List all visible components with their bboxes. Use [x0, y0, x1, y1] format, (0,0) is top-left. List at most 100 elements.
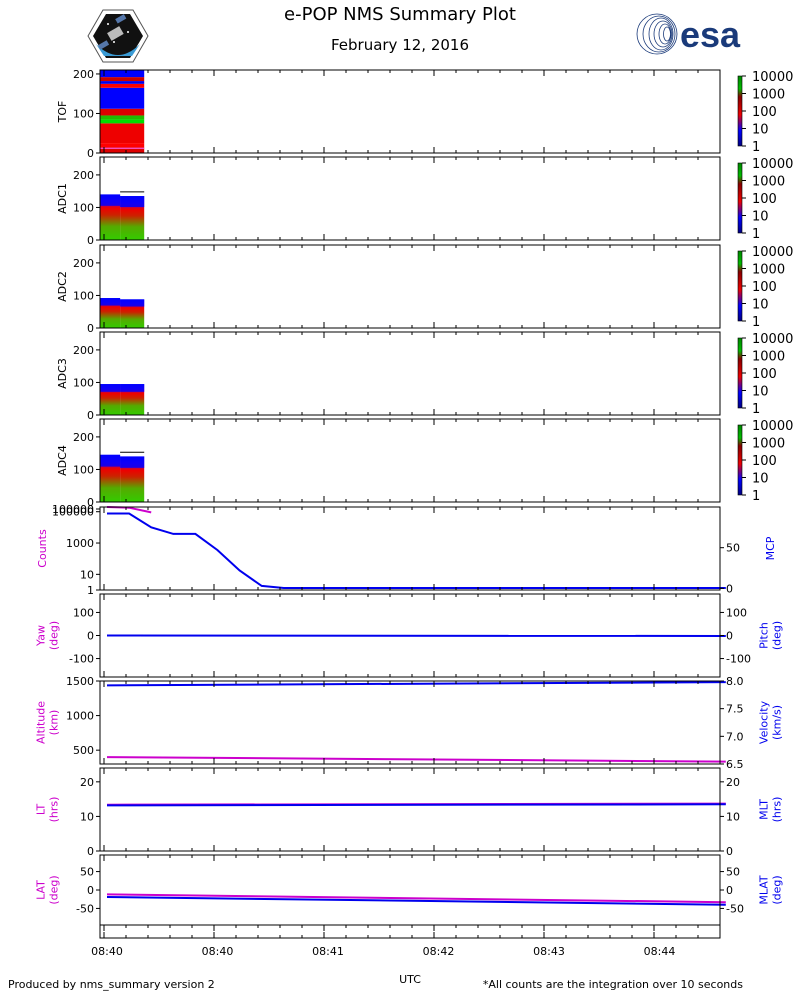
- y-right-tick-label: -100: [726, 653, 751, 666]
- y-axis-label-right: MCP: [764, 536, 777, 560]
- tof-band: [100, 143, 145, 148]
- series-line-blue: [106, 803, 726, 807]
- y-tick-label: 100000: [52, 503, 94, 516]
- adc-block-top: [100, 298, 121, 306]
- y-tick-label: 0: [87, 630, 94, 643]
- colorbar-tick-label: 100: [752, 280, 777, 295]
- adc-block-top: [100, 384, 121, 392]
- adc-block: [100, 384, 121, 415]
- plot-panels: 0100200TOF1101001000100000100200ADC11101…: [35, 68, 794, 958]
- colorbar-tick-label: 100: [752, 454, 777, 469]
- y-tick-label: 20: [80, 776, 94, 789]
- series-line-magenta: [106, 893, 726, 904]
- y-tick-label: 1: [87, 584, 94, 597]
- y-right-tick-label: 8.0: [726, 675, 744, 688]
- colorbar-tick-label: 1: [752, 140, 760, 155]
- y-axis-label-right-text: (km/s): [771, 705, 784, 740]
- colorbar-tick-label: 1: [752, 227, 760, 242]
- adc-block-top: [100, 454, 121, 467]
- y-axis-label-left-text: Yaw: [35, 625, 48, 647]
- y-tick-label: 1500: [66, 675, 94, 688]
- esa-swirl-icon: [636, 13, 678, 55]
- tof-band: [100, 108, 145, 116]
- esa-logo: esa: [636, 13, 741, 55]
- y-axis-label-left: Counts: [36, 529, 49, 568]
- y-tick-label: 100000: [52, 506, 94, 519]
- y-axis-label-right: MLAT (deg): [758, 875, 784, 905]
- y-axis-label-text: TOF: [56, 101, 69, 124]
- tof-band: [100, 115, 145, 120]
- panel-frame: [99, 156, 721, 241]
- y-right-tick-label: 7.5: [726, 703, 744, 716]
- x-axis-label: UTC: [399, 973, 421, 986]
- colorbar-tick-label: 1000: [752, 263, 785, 278]
- colorbar: [738, 76, 742, 146]
- y-right-tick-label: 100: [726, 606, 747, 619]
- y-axis-label-text: ADC2: [56, 271, 69, 302]
- y-axis-label-left: Altitude (km): [35, 701, 61, 744]
- chart-date: February 12, 2016: [331, 36, 469, 54]
- chart-title: e-POP NMS Summary Plot: [284, 4, 516, 25]
- y-axis-label-text: ADC1: [56, 183, 69, 214]
- y-axis-label-left: LT (hrs): [35, 797, 61, 823]
- tof-band: [100, 87, 145, 109]
- y-axis-label-right: Velocity (km/s): [758, 700, 784, 744]
- y-axis-label-right-text: (deg): [771, 621, 784, 650]
- panel-frame: [99, 244, 721, 329]
- y-tick-label: 200: [73, 431, 94, 444]
- y-axis-label-right-text: Pitch: [758, 622, 771, 649]
- y-axis-label-left-text: (hrs): [48, 797, 61, 823]
- y-tick-label: 500: [73, 744, 94, 757]
- y-tick-label: 0: [87, 234, 94, 247]
- y-tick-label: 0: [87, 845, 94, 858]
- y-axis-label-left-text: (km): [48, 710, 61, 736]
- y-right-tick-label: 0: [726, 582, 733, 595]
- y-right-tick-label: 20: [726, 776, 740, 789]
- colorbar-tick-label: 100: [752, 367, 777, 382]
- y-tick-label: 0: [87, 147, 94, 160]
- tof-band: [100, 77, 145, 82]
- y-tick-label: 10: [80, 568, 94, 581]
- y-axis-label-right: MLT (hrs): [758, 797, 784, 823]
- y-tick-label: 50: [80, 866, 94, 879]
- y-axis-label-left-text: (deg): [48, 875, 61, 904]
- colorbar-tick-label: 1000: [752, 350, 785, 365]
- y-tick-label: 200: [73, 344, 94, 357]
- x-tick-label: 08:41: [312, 945, 344, 958]
- colorbar-tick-label: 1000: [752, 437, 785, 452]
- y-axis-label-text: ADC3: [56, 358, 69, 389]
- y-axis-label-left-text: Altitude: [35, 701, 48, 744]
- y-right-tick-label: 50: [726, 542, 740, 555]
- colorbar: [738, 163, 742, 233]
- y-tick-label: 100: [73, 201, 94, 214]
- panel-frame: [99, 418, 721, 503]
- footer-credit: Produced by nms_summary version 2: [8, 978, 215, 991]
- y-right-tick-label: 6.5: [726, 758, 744, 771]
- colorbar-tick-label: 10: [752, 123, 769, 138]
- x-tick-label: 08:44: [644, 945, 676, 958]
- y-tick-label: 1000: [66, 537, 94, 550]
- y-axis-label: ADC3: [56, 358, 69, 389]
- x-tick-label: 08:42: [423, 945, 455, 958]
- y-axis-label-left: Yaw (deg): [35, 621, 61, 650]
- colorbar-tick-label: 10: [752, 298, 769, 313]
- series-line-magenta: [106, 756, 726, 763]
- y-axis-label: ADC1: [56, 183, 69, 214]
- y-axis-label-right: Pitch (deg): [758, 621, 784, 650]
- y-axis-label-left: LAT (deg): [35, 875, 61, 904]
- colorbar-tick-label: 1: [752, 315, 760, 330]
- colorbar-tick-label: 10: [752, 472, 769, 487]
- tof-band: [100, 83, 145, 88]
- y-axis-label-right-text: MCP: [764, 536, 777, 560]
- tof-band: [100, 119, 145, 124]
- series-line-blue: [107, 512, 726, 589]
- colorbar-tick-label: 10000: [752, 245, 793, 260]
- y-right-tick-label: 0: [726, 845, 733, 858]
- adc-block-top: [120, 456, 145, 468]
- panel-frame: [99, 854, 721, 939]
- series-line-magenta: [106, 506, 152, 514]
- adc-block-top: [120, 196, 145, 208]
- y-tick-label: 100: [73, 107, 94, 120]
- panel-frame: [99, 331, 721, 416]
